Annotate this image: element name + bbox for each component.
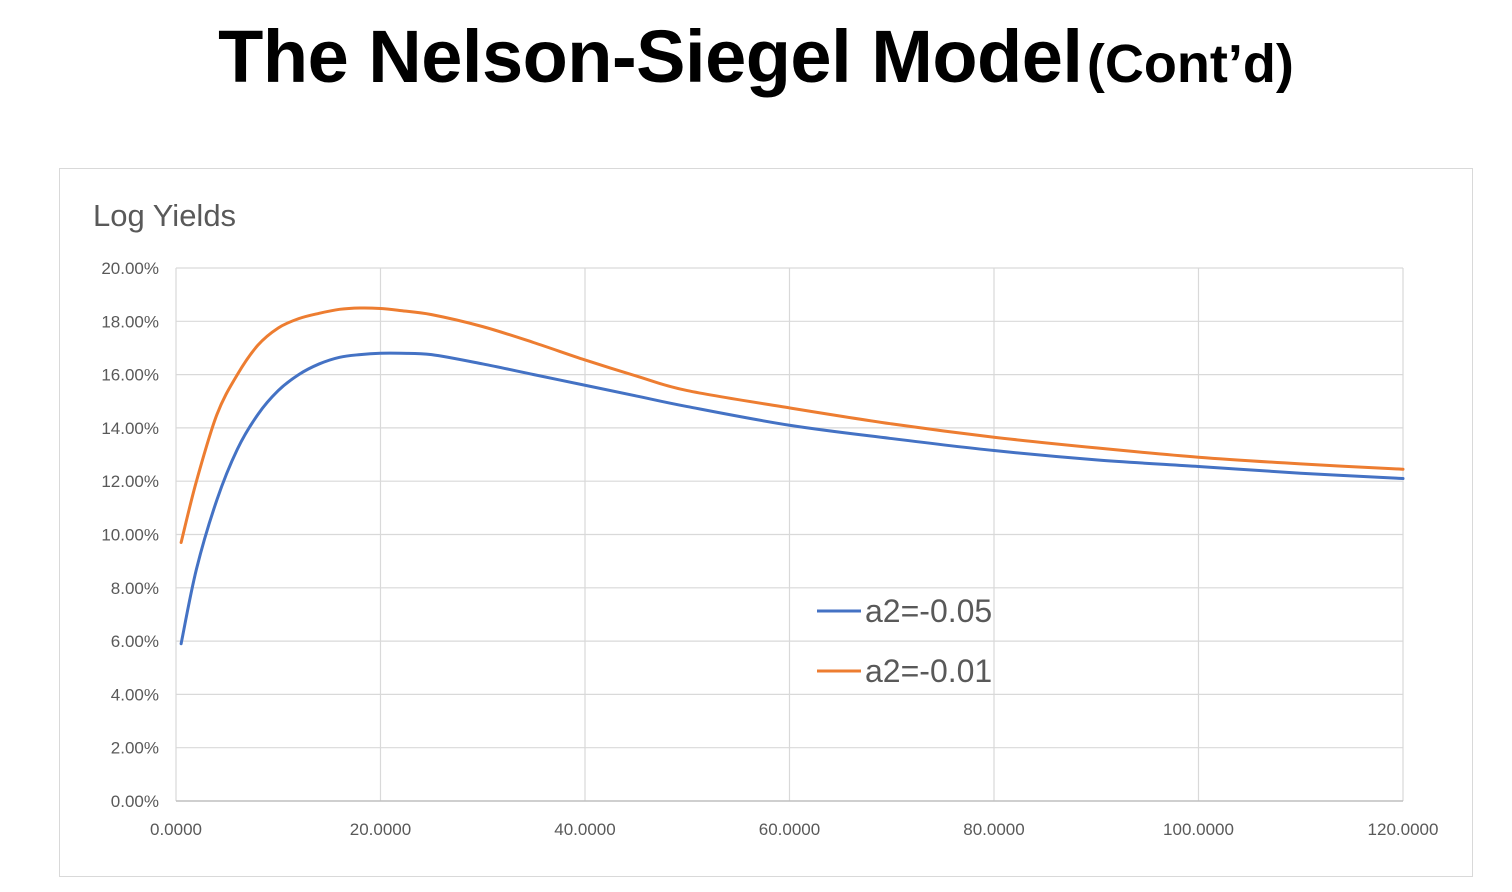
x-tick-label: 0.0000 bbox=[150, 820, 202, 839]
x-tick-label: 80.0000 bbox=[963, 820, 1024, 839]
slide-title-sub: (Cont’d) bbox=[1086, 34, 1294, 94]
series-lines bbox=[179, 306, 1405, 646]
y-tick-label: 18.00% bbox=[101, 312, 159, 331]
x-axis-tick-labels: 0.0000 20.0000 40.0000 60.0000 80.0000 100.00… bbox=[150, 820, 1438, 839]
y-tick-label: 4.00% bbox=[111, 685, 159, 704]
y-tick-label: 6.00% bbox=[111, 632, 159, 651]
slide-title: The Nelson-Siegel Model (Cont’d) bbox=[0, 14, 1512, 99]
chart-title: Log Yields bbox=[93, 198, 236, 233]
y-tick-label: 14.00% bbox=[101, 419, 159, 438]
y-axis-tick-labels: 0.00% 2.00% 4.00% 6.00% 8.00% 10.00% 12.00% 14.… bbox=[101, 259, 159, 811]
y-tick-label: 8.00% bbox=[111, 579, 159, 598]
legend-label: a2=-0.05 bbox=[865, 593, 992, 629]
axes bbox=[175, 268, 1403, 802]
y-tick-label: 0.00% bbox=[111, 792, 159, 811]
chart-area: Log Yields 0.00% 2.00% 4.00% 6.00% 8.00% 10.0… bbox=[59, 168, 1473, 877]
x-tick-label: 100.0000 bbox=[1163, 820, 1234, 839]
y-tick-label: 2.00% bbox=[111, 739, 159, 758]
series-line-2 bbox=[179, 306, 1405, 544]
x-tick-label: 40.0000 bbox=[554, 820, 615, 839]
x-tick-label: 20.0000 bbox=[350, 820, 411, 839]
y-tick-label: 16.00% bbox=[101, 366, 159, 385]
grid-lines bbox=[176, 267, 1404, 801]
legend-label: a2=-0.01 bbox=[865, 653, 992, 689]
y-tick-label: 20.00% bbox=[101, 259, 159, 278]
series-line-1 bbox=[179, 351, 1405, 646]
x-tick-label: 60.0000 bbox=[759, 820, 820, 839]
x-tick-label: 120.0000 bbox=[1368, 820, 1439, 839]
y-tick-label: 12.00% bbox=[101, 472, 159, 491]
slide-title-main: The Nelson-Siegel Model bbox=[218, 15, 1083, 98]
log-yields-chart: Log Yields 0.00% 2.00% 4.00% 6.00% 8.00% 10.0… bbox=[93, 198, 1438, 839]
y-tick-label: 10.00% bbox=[101, 526, 159, 545]
legend: a2=-0.05 a2=-0.01 bbox=[817, 593, 992, 689]
